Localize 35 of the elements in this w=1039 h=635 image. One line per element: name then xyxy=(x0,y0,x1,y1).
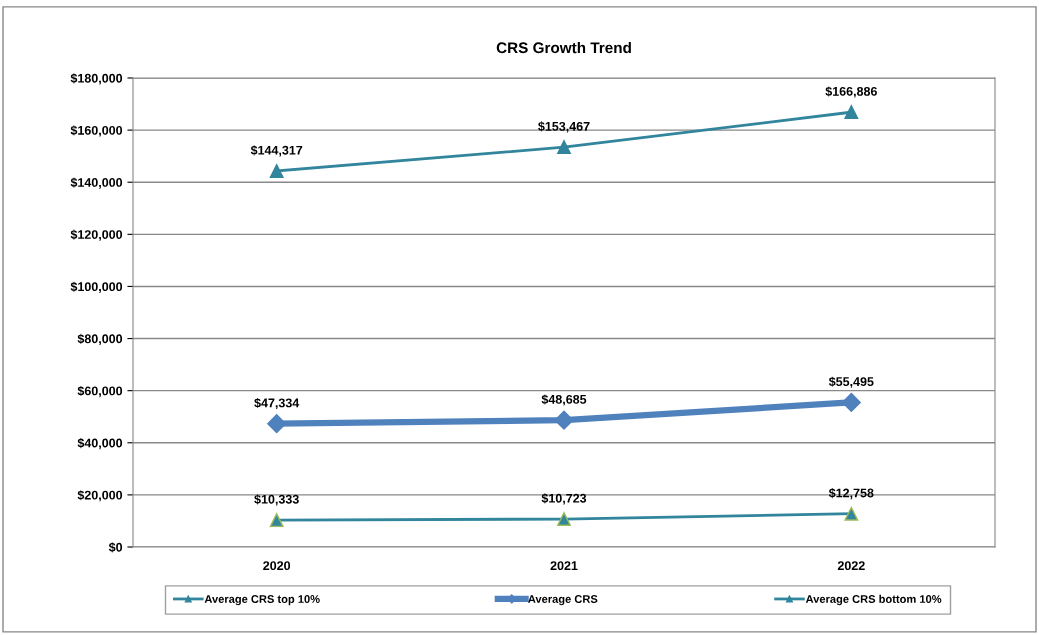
x-tick-label: 2020 xyxy=(263,561,291,571)
y-tick-label: $140,000 xyxy=(70,177,123,189)
y-tick-label: $60,000 xyxy=(77,385,123,398)
data-label: $10,333 xyxy=(254,494,299,506)
data-label: $144,317 xyxy=(250,145,303,157)
data-label: $10,723 xyxy=(541,493,587,505)
y-tick-label: $160,000 xyxy=(70,125,123,137)
y-tick-label: $180,000 xyxy=(70,73,123,85)
legend-label: Average CRS xyxy=(528,595,598,606)
x-tick-label: 2021 xyxy=(550,561,578,571)
data-label: $55,495 xyxy=(828,376,874,388)
point xyxy=(844,105,859,120)
y-tick-label: $0 xyxy=(108,542,123,553)
chart-title: CRS Growth Trend xyxy=(496,41,631,54)
point xyxy=(844,506,859,521)
legend-label: Average CRS top 10% xyxy=(204,595,320,606)
data-label: $48,685 xyxy=(541,394,587,406)
legend-label: Average CRS bottom 10% xyxy=(805,594,942,606)
data-label: $166,886 xyxy=(825,86,877,98)
y-tick-label: $100,000 xyxy=(70,281,123,293)
point xyxy=(557,512,571,527)
point xyxy=(267,414,287,434)
point xyxy=(841,392,861,412)
point xyxy=(557,140,571,155)
point xyxy=(269,164,284,178)
y-tick-label: $20,000 xyxy=(77,490,123,502)
data-label: $12,758 xyxy=(828,488,874,500)
y-tick-label: $40,000 xyxy=(77,438,123,450)
y-tick-label: $80,000 xyxy=(77,333,123,346)
x-tick-label: 2022 xyxy=(837,561,865,571)
data-label: $47,334 xyxy=(254,397,300,410)
point xyxy=(554,410,574,430)
point xyxy=(269,513,284,528)
y-tick-label: $120,000 xyxy=(70,229,123,241)
data-label: $153,467 xyxy=(538,121,590,133)
